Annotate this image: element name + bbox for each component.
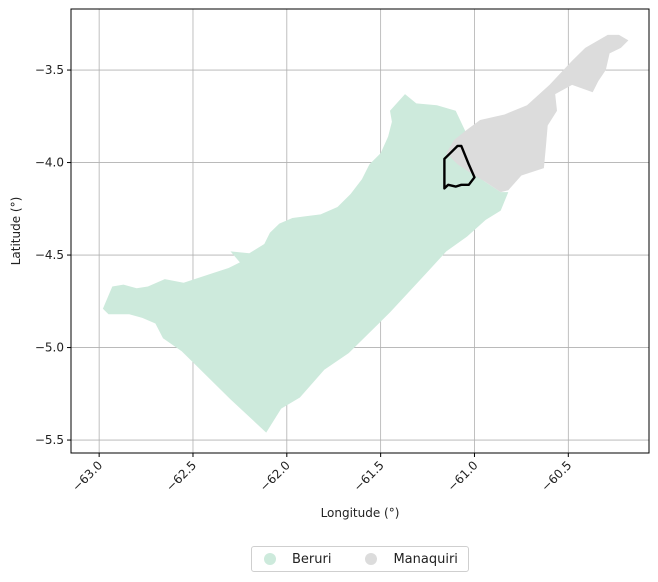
y-tick-label: −4.0 xyxy=(35,156,64,170)
x-tick-label: −61.5 xyxy=(351,458,387,494)
legend-label-manaquiri: Manaquiri xyxy=(393,551,458,567)
y-tick-label: −5.0 xyxy=(35,341,64,355)
x-tick-label: −62.0 xyxy=(257,458,293,494)
x-tick-label: −61.0 xyxy=(445,458,481,494)
legend-marker-manaquiri xyxy=(365,553,378,565)
x-tick-label: −63.0 xyxy=(69,458,105,494)
highlight-layer xyxy=(443,144,476,190)
legend-label-beruri: Beruri xyxy=(292,551,332,567)
highlight-outline xyxy=(443,144,476,190)
region-beruri xyxy=(102,94,509,433)
y-tick-label: −3.5 xyxy=(35,63,64,77)
region-layer xyxy=(102,34,629,433)
legend-item-beruri: Beruri xyxy=(264,552,331,567)
legend-item-manaquiri: Manaquiri xyxy=(365,551,458,567)
x-tick-label: −60.5 xyxy=(539,458,575,494)
y-axis-label: Latitude (°) xyxy=(9,197,23,266)
y-tick-label: −5.5 xyxy=(35,433,64,447)
x-axis-label: Longitude (°) xyxy=(321,506,400,520)
x-tick-label: −62.5 xyxy=(163,458,199,494)
y-tick-label: −4.5 xyxy=(35,248,64,262)
legend-marker-beruri xyxy=(264,553,276,565)
plot-frame xyxy=(70,8,650,454)
legend: Beruri Manaquiri xyxy=(251,546,469,572)
region-manaquiri xyxy=(446,34,629,193)
